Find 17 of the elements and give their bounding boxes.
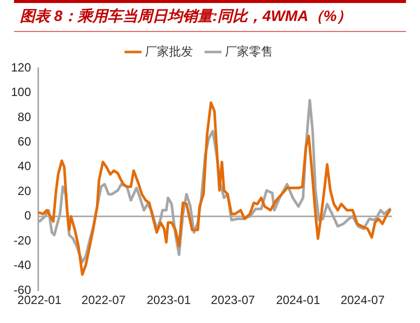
y-tick-label: 40 [18, 159, 32, 174]
x-tick-label: 2022-07 [82, 293, 126, 308]
x-tick-label: 2024-07 [340, 293, 385, 308]
x-tick-label: 2023-01 [146, 293, 192, 308]
y-tick-label: -40 [14, 258, 32, 272]
y-tick-label: 80 [18, 110, 32, 124]
y-tick-label: 20 [18, 184, 32, 198]
x-tick-label: 2024-01 [276, 293, 320, 308]
legend-label: 厂家零售 [225, 44, 273, 58]
chart-title: 图表 8：乘用车当周日均销量:同比，4WMA（%） [14, 0, 406, 32]
y-tick-label: -20 [14, 233, 32, 248]
y-tick-label: 0 [24, 208, 32, 223]
x-tick-label: 2023-07 [210, 293, 256, 308]
legend-label: 厂家批发 [145, 44, 193, 58]
y-tick-label: 120 [10, 60, 32, 74]
y-tick-label: 60 [18, 134, 32, 149]
y-tick-label: 100 [10, 85, 32, 100]
